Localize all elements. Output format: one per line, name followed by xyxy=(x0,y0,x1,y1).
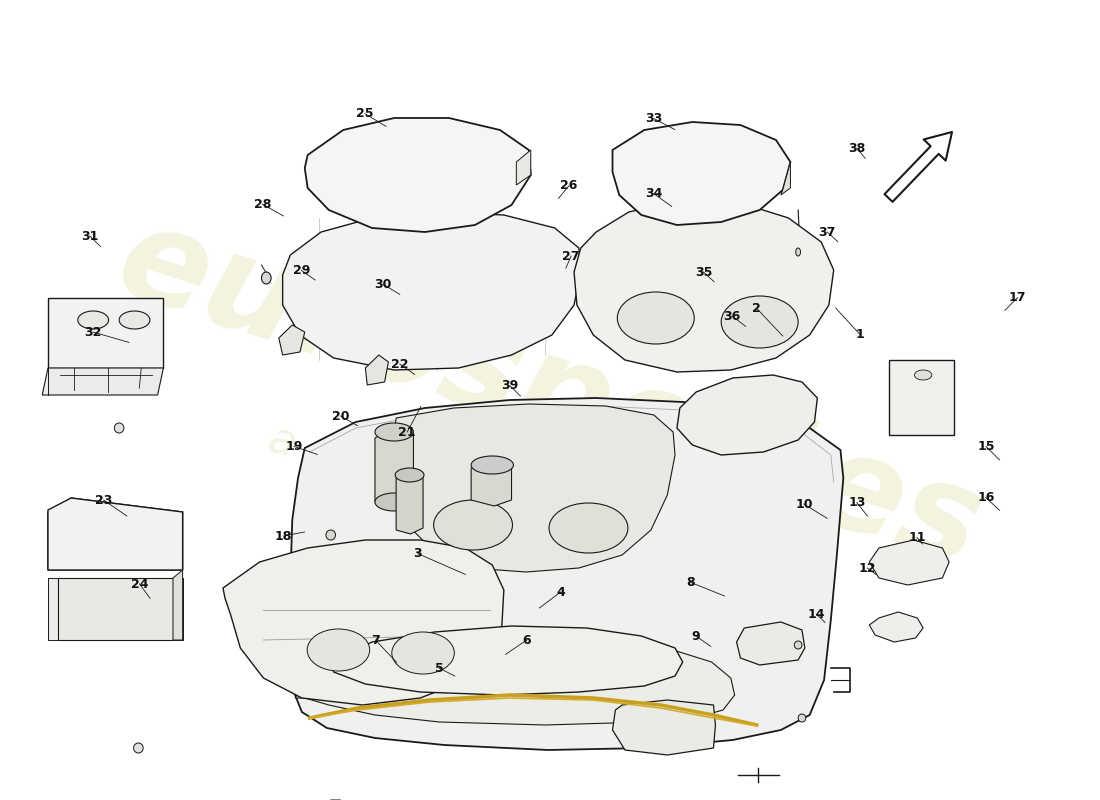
Text: 28: 28 xyxy=(254,198,271,210)
Ellipse shape xyxy=(794,641,802,649)
Text: 2: 2 xyxy=(752,302,761,314)
Text: 31: 31 xyxy=(81,230,99,242)
Ellipse shape xyxy=(722,296,799,348)
Text: 38: 38 xyxy=(848,142,866,154)
Text: 33: 33 xyxy=(645,112,662,125)
Polygon shape xyxy=(676,375,817,455)
Polygon shape xyxy=(48,498,183,570)
Text: a passion since 1985: a passion since 1985 xyxy=(263,417,722,603)
Text: 13: 13 xyxy=(848,496,866,509)
Text: 8: 8 xyxy=(686,576,695,589)
Polygon shape xyxy=(48,298,164,368)
Text: 29: 29 xyxy=(293,264,310,277)
Text: 25: 25 xyxy=(356,107,374,120)
Ellipse shape xyxy=(471,456,514,474)
Polygon shape xyxy=(613,122,791,225)
Text: 39: 39 xyxy=(502,379,518,392)
Text: 5: 5 xyxy=(434,662,443,674)
Text: 3: 3 xyxy=(414,547,422,560)
Text: eurosportes: eurosportes xyxy=(102,196,998,594)
Text: 10: 10 xyxy=(795,498,813,510)
Ellipse shape xyxy=(78,311,109,329)
Text: 19: 19 xyxy=(285,440,303,453)
Ellipse shape xyxy=(114,423,124,433)
Text: 4: 4 xyxy=(557,586,565,598)
Ellipse shape xyxy=(119,311,150,329)
Polygon shape xyxy=(331,626,683,695)
Text: 11: 11 xyxy=(909,531,926,544)
Polygon shape xyxy=(471,462,512,506)
Polygon shape xyxy=(173,570,183,640)
Polygon shape xyxy=(305,118,531,232)
Text: 6: 6 xyxy=(522,634,531,646)
Text: 36: 36 xyxy=(724,310,740,322)
Polygon shape xyxy=(889,360,954,435)
Text: 24: 24 xyxy=(131,578,149,590)
Polygon shape xyxy=(365,355,388,385)
Polygon shape xyxy=(48,498,183,570)
Polygon shape xyxy=(394,404,675,572)
Text: 35: 35 xyxy=(695,266,712,278)
Polygon shape xyxy=(869,612,923,642)
Polygon shape xyxy=(869,540,949,585)
Polygon shape xyxy=(574,200,834,372)
Polygon shape xyxy=(516,150,531,185)
Polygon shape xyxy=(781,162,791,195)
Polygon shape xyxy=(283,212,581,370)
Polygon shape xyxy=(57,578,173,640)
Text: 12: 12 xyxy=(859,562,876,574)
Ellipse shape xyxy=(392,632,454,674)
Polygon shape xyxy=(396,472,424,534)
Ellipse shape xyxy=(326,530,336,540)
Ellipse shape xyxy=(307,629,370,671)
Text: 27: 27 xyxy=(562,250,580,262)
Text: 34: 34 xyxy=(645,187,662,200)
Text: 21: 21 xyxy=(398,426,416,438)
Text: 22: 22 xyxy=(390,358,408,370)
Text: 17: 17 xyxy=(1009,291,1026,304)
Text: 7: 7 xyxy=(371,634,380,646)
Polygon shape xyxy=(295,640,735,725)
Text: 30: 30 xyxy=(374,278,392,290)
Text: 23: 23 xyxy=(95,494,112,506)
Ellipse shape xyxy=(795,248,801,256)
Ellipse shape xyxy=(433,500,513,550)
Ellipse shape xyxy=(549,503,628,553)
Polygon shape xyxy=(290,398,844,750)
Text: 32: 32 xyxy=(85,326,101,338)
Text: 26: 26 xyxy=(560,179,578,192)
Text: 37: 37 xyxy=(818,226,836,238)
Text: 15: 15 xyxy=(977,440,994,453)
Ellipse shape xyxy=(914,370,932,380)
Text: 9: 9 xyxy=(692,630,701,642)
Polygon shape xyxy=(223,540,504,705)
Ellipse shape xyxy=(395,468,424,482)
Text: 16: 16 xyxy=(977,491,994,504)
Text: 18: 18 xyxy=(275,530,293,542)
Ellipse shape xyxy=(133,743,143,753)
Polygon shape xyxy=(278,325,305,355)
Ellipse shape xyxy=(375,423,414,441)
Text: 20: 20 xyxy=(332,410,350,422)
Ellipse shape xyxy=(617,292,694,344)
Polygon shape xyxy=(737,622,805,665)
Polygon shape xyxy=(613,700,715,755)
Ellipse shape xyxy=(262,272,271,284)
Text: 14: 14 xyxy=(807,608,825,621)
FancyArrowPatch shape xyxy=(884,132,952,202)
Polygon shape xyxy=(48,578,183,640)
Ellipse shape xyxy=(799,714,806,722)
Text: 1: 1 xyxy=(856,328,865,341)
Ellipse shape xyxy=(375,493,414,511)
Polygon shape xyxy=(42,368,164,395)
Polygon shape xyxy=(375,428,414,508)
